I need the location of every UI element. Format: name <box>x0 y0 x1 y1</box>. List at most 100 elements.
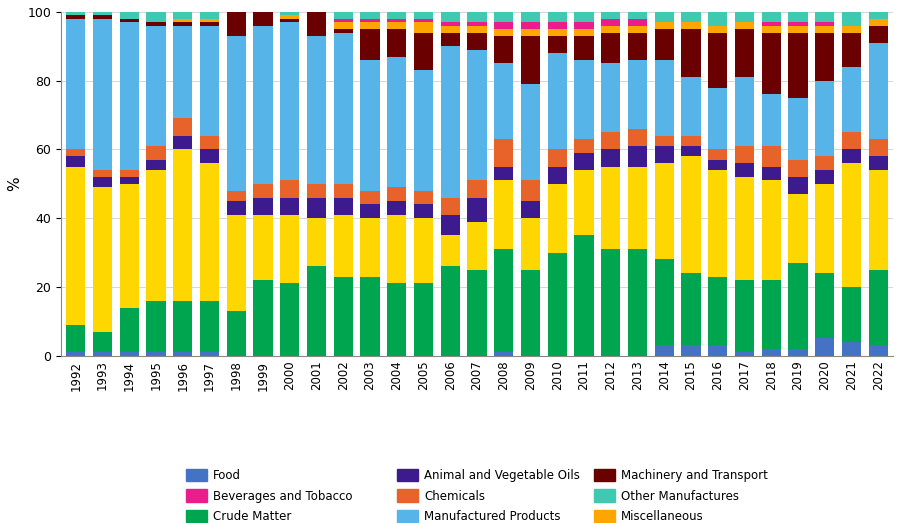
Bar <box>788 32 807 98</box>
Bar <box>441 215 460 235</box>
Bar <box>93 332 112 352</box>
Bar <box>173 22 193 26</box>
Bar <box>360 277 380 356</box>
Bar <box>334 215 353 277</box>
Bar <box>147 170 166 301</box>
Bar <box>173 352 193 356</box>
Bar <box>601 132 620 150</box>
Bar <box>548 12 567 22</box>
Bar <box>120 352 139 356</box>
Bar <box>441 47 460 198</box>
Bar <box>280 22 300 180</box>
Bar <box>200 301 220 352</box>
Bar <box>307 218 326 266</box>
Bar <box>254 198 273 215</box>
Bar <box>868 26 888 43</box>
Bar <box>788 98 807 160</box>
Bar <box>467 222 487 270</box>
Bar <box>414 218 433 283</box>
Bar <box>254 0 273 26</box>
Bar <box>842 150 861 163</box>
Bar <box>254 184 273 198</box>
Bar <box>227 215 246 311</box>
Bar <box>334 12 353 19</box>
Bar <box>173 150 193 301</box>
Bar <box>334 22 353 29</box>
Bar <box>735 352 754 356</box>
Bar <box>441 26 460 32</box>
Bar <box>708 32 727 87</box>
Bar <box>254 215 273 280</box>
Bar <box>200 12 220 19</box>
Bar <box>334 277 353 356</box>
Bar <box>842 32 861 67</box>
Bar <box>654 12 674 22</box>
Bar <box>548 253 567 356</box>
Bar <box>521 22 540 29</box>
Bar <box>842 132 861 150</box>
Bar <box>735 280 754 352</box>
Bar <box>654 345 674 356</box>
Bar <box>334 198 353 215</box>
Bar <box>387 201 407 215</box>
Bar <box>227 12 246 36</box>
Bar <box>467 50 487 180</box>
Bar <box>628 249 647 356</box>
Bar <box>441 266 460 356</box>
Bar <box>654 146 674 163</box>
Bar <box>601 150 620 167</box>
Bar <box>467 198 487 222</box>
Bar <box>548 167 567 184</box>
Bar <box>467 12 487 22</box>
Bar <box>334 184 353 198</box>
Bar <box>548 53 567 150</box>
Bar <box>147 301 166 352</box>
Bar <box>467 32 487 50</box>
Bar <box>708 150 727 160</box>
Bar <box>414 32 433 71</box>
Bar <box>735 177 754 280</box>
Bar <box>173 119 193 135</box>
Bar <box>280 15 300 19</box>
Bar <box>788 12 807 22</box>
Bar <box>521 201 540 218</box>
Bar <box>307 198 326 218</box>
Bar <box>815 338 834 356</box>
Bar <box>681 12 701 22</box>
Bar <box>735 22 754 29</box>
Bar <box>200 150 220 163</box>
Bar <box>254 26 273 184</box>
Bar <box>120 308 139 352</box>
Bar <box>601 167 620 249</box>
Bar <box>387 22 407 29</box>
Bar <box>494 249 514 352</box>
Bar <box>761 167 781 180</box>
Bar <box>93 170 112 177</box>
Bar <box>842 287 861 342</box>
Bar <box>574 153 594 170</box>
Bar <box>120 12 139 19</box>
Bar <box>467 180 487 198</box>
Bar <box>441 12 460 22</box>
Bar <box>414 12 433 19</box>
Bar <box>67 150 86 156</box>
Bar <box>735 146 754 163</box>
Bar <box>708 277 727 345</box>
Bar <box>761 12 781 22</box>
Bar <box>868 270 888 345</box>
Bar <box>120 170 139 177</box>
Bar <box>494 29 514 36</box>
Bar <box>521 270 540 356</box>
Bar <box>815 22 834 26</box>
Bar <box>654 135 674 146</box>
Bar <box>93 15 112 19</box>
Bar <box>387 56 407 187</box>
Bar <box>307 36 326 184</box>
Bar <box>93 12 112 15</box>
Bar <box>414 283 433 356</box>
Bar <box>815 170 834 184</box>
Bar <box>334 32 353 184</box>
Bar <box>93 19 112 170</box>
Bar <box>494 63 514 139</box>
Bar <box>761 146 781 167</box>
